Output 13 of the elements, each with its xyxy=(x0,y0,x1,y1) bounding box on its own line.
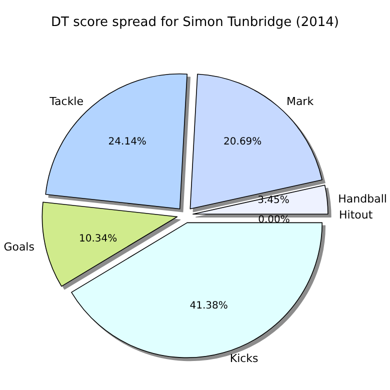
slice-label: Handball xyxy=(338,192,387,206)
category-label: Hitout xyxy=(339,208,373,222)
data-label: 3.45% xyxy=(258,194,290,206)
data-label: 20.69% xyxy=(224,136,262,148)
slice-label: Mark xyxy=(286,94,314,108)
text: 0.00% xyxy=(258,214,290,226)
slice-label: Kicks xyxy=(230,352,259,366)
data-label: 24.14% xyxy=(108,136,146,148)
data-label: 41.38% xyxy=(190,300,228,312)
slice-label: Tackle xyxy=(48,94,84,108)
slice-label: Goals xyxy=(4,240,35,254)
chart-title: DT score spread for Simon Tunbridge (2014) xyxy=(51,15,339,30)
data-label: 10.34% xyxy=(79,234,118,245)
